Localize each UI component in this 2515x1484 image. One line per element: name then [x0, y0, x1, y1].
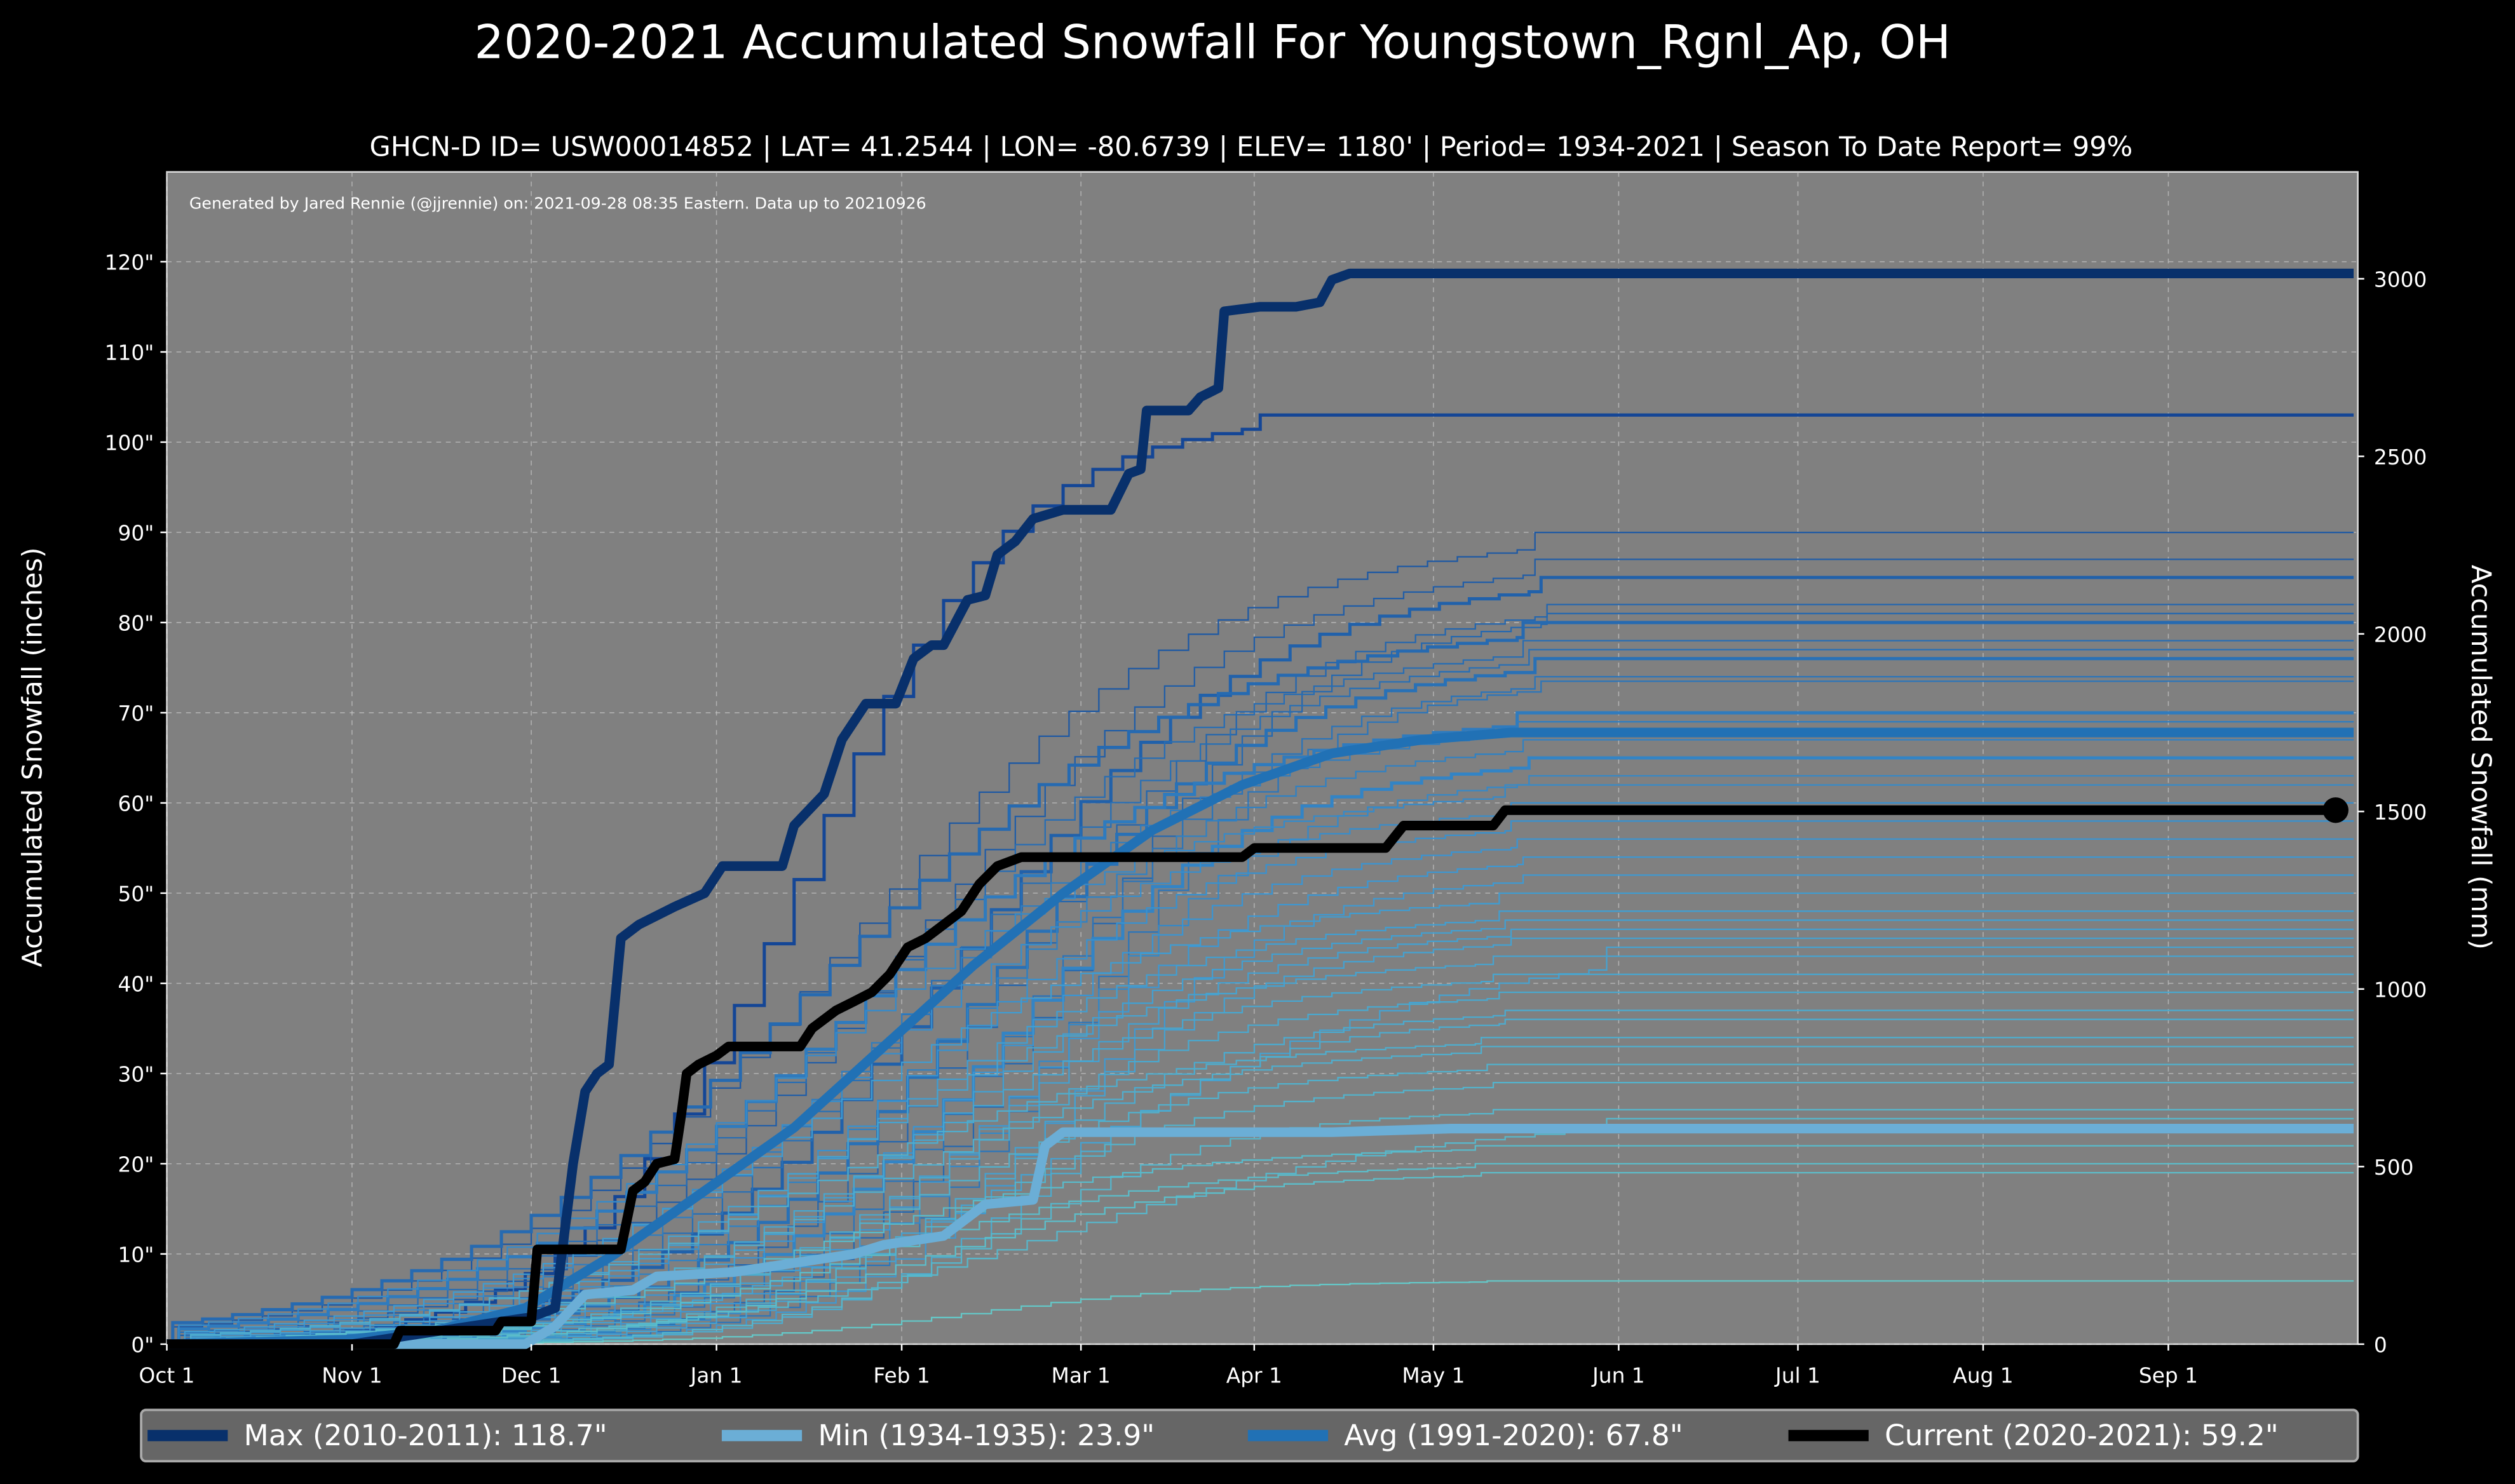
historical-season-line [166, 946, 2354, 1345]
historical-season-line [166, 838, 2354, 1345]
historical-season-line [166, 621, 2354, 1346]
y-axis-ticks-right: 0 500 1000 1500 2000 2500 3000 [2357, 267, 2427, 1357]
x-tick-label: Jul 1 [1774, 1363, 1820, 1387]
x-tick-label: Feb 1 [873, 1363, 930, 1387]
historical-season-line [166, 576, 2354, 1346]
historical-season-lines [166, 413, 2354, 1346]
series-line-max [166, 268, 2354, 1349]
y-right-tick-label: 500 [2374, 1156, 2414, 1180]
y-axis-ticks-left: 0" 10" 20" 30" 40" 50" 60" 70" 80" 90" 100" 110" 120… [105, 251, 167, 1357]
y-tick-label: 90" [118, 522, 154, 546]
historical-season-line [166, 640, 2354, 1345]
y-right-tick-label: 2000 [2374, 623, 2427, 647]
historical-season-line [166, 680, 2354, 1345]
historical-season-line [166, 856, 2354, 1345]
x-axis-ticks: Oct 1 Nov 1 Dec 1 Jan 1 Feb 1 Mar 1 Apr 1 May 1… [139, 1344, 2198, 1387]
y-tick-label: 50" [118, 882, 154, 907]
legend: Max (2010-2011): 118.7" Min (1934-1935): … [140, 1408, 2359, 1463]
y-tick-label: 110" [105, 341, 154, 365]
y-tick-label: 100" [105, 431, 154, 455]
legend-label: Max (2010-2011): 118.7" [244, 1419, 607, 1452]
series-line-avg [166, 727, 2354, 1349]
x-tick-label: Nov 1 [322, 1363, 382, 1387]
y-right-tick-label: 3000 [2374, 267, 2427, 292]
series-line-current [166, 805, 2336, 1349]
x-tick-label: Dec 1 [501, 1363, 562, 1387]
y-axis-label-left: Accumulated Snowfall (inches) [17, 547, 49, 967]
historical-season-line [166, 739, 2354, 1345]
historical-season-line [166, 775, 2354, 1345]
historical-season-line [166, 721, 2354, 1345]
current-end-marker [2322, 797, 2349, 823]
x-tick-label: Oct 1 [139, 1363, 195, 1387]
y-right-tick-label: 2500 [2374, 445, 2427, 469]
y-tick-label: 0" [131, 1333, 154, 1357]
historical-season-line [166, 784, 2354, 1345]
historical-season-line [166, 1171, 2354, 1345]
historical-season-line [166, 1063, 2354, 1345]
y-tick-label: 30" [118, 1063, 154, 1087]
y-right-tick-label: 1000 [2374, 978, 2427, 1002]
legend-label: Current (2020-2021): 59.2" [1885, 1419, 2279, 1452]
y-tick-label: 60" [118, 792, 154, 816]
x-tick-label: May 1 [1402, 1363, 1465, 1387]
historical-season-line [166, 919, 2354, 1345]
y-tick-label: 20" [118, 1152, 154, 1177]
historical-season-line [166, 1280, 2354, 1345]
series-line-min [166, 1124, 2354, 1349]
historical-season-line [166, 937, 2354, 1345]
x-tick-label: Mar 1 [1052, 1363, 1111, 1387]
historical-season-line [166, 711, 2354, 1346]
x-tick-label: Aug 1 [1953, 1363, 2013, 1387]
chart-subtitle: GHCN-D ID= USW00014852 | LAT= 41.2544 | … [369, 131, 2132, 163]
historical-season-line [166, 1163, 2354, 1345]
historical-season-line [166, 928, 2354, 1345]
historical-season-line [166, 1109, 2354, 1345]
legend-label: Min (1934-1935): 23.9" [818, 1419, 1155, 1452]
historical-season-line [166, 1046, 2354, 1345]
historical-season-line [166, 892, 2354, 1345]
historical-season-line [166, 1117, 2354, 1345]
highlight-series-lines [166, 268, 2354, 1349]
y-right-tick-label: 0 [2374, 1333, 2387, 1357]
historical-season-line [166, 558, 2354, 1345]
y-tick-label: 40" [118, 973, 154, 997]
historical-season-line [166, 910, 2354, 1345]
y-tick-label: 80" [118, 612, 154, 636]
historical-season-line [166, 820, 2354, 1345]
x-tick-label: Apr 1 [1226, 1363, 1282, 1387]
grid-lines [166, 172, 2358, 1345]
historical-season-line [166, 874, 2354, 1345]
y-tick-label: 120" [105, 251, 154, 275]
chart-title: 2020-2021 Accumulated Snowfall For Young… [475, 15, 1951, 69]
y-axis-label-right: Accumulated Snowfall (mm) [2465, 565, 2497, 950]
y-tick-label: 10" [118, 1243, 154, 1267]
legend-label: Avg (1991-2020): 67.8" [1344, 1419, 1683, 1452]
historical-season-line [166, 657, 2354, 1346]
historical-season-line [166, 531, 2354, 1345]
y-right-tick-label: 1500 [2374, 800, 2427, 825]
x-tick-label: Jun 1 [1591, 1363, 1645, 1387]
x-tick-label: Jan 1 [689, 1363, 743, 1387]
y-tick-label: 70" [118, 702, 154, 726]
credit-text: Generated by Jared Rennie (@jjrennie) on… [189, 194, 926, 213]
historical-season-line [166, 413, 2354, 1346]
historical-season-line [166, 802, 2354, 1345]
historical-season-line [166, 1037, 2354, 1345]
historical-season-line [166, 649, 2354, 1345]
x-tick-label: Sep 1 [2139, 1363, 2198, 1387]
